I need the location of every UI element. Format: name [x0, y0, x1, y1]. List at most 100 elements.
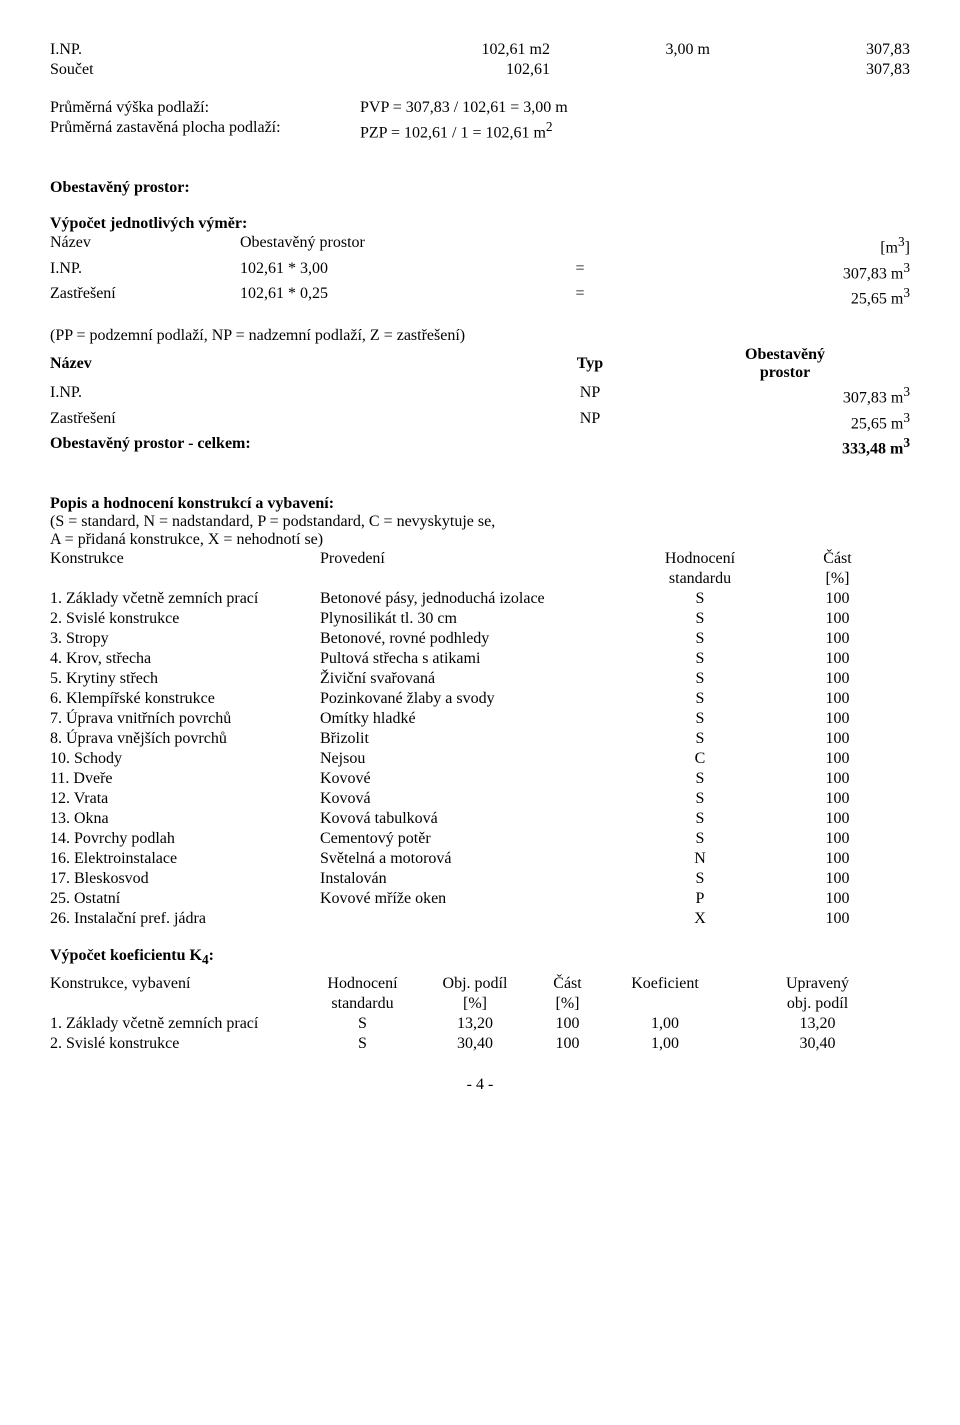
- cell: 102,61 m2: [350, 40, 550, 60]
- cell: 6. Klempířské konstrukce: [50, 689, 320, 709]
- avg-val: PZP = 102,61 / 1 = 102,61 m2: [360, 118, 910, 143]
- col-header: [%]: [765, 569, 910, 589]
- cell: 17. Bleskosvod: [50, 869, 320, 889]
- cell: 13,20: [420, 1014, 530, 1034]
- cell: P: [635, 889, 765, 909]
- cell: NP: [520, 383, 660, 408]
- cell: =: [520, 259, 640, 284]
- vym-table: Název Obestavěný prostor [m3] I.NP. 102,…: [50, 233, 910, 309]
- cell: S: [635, 769, 765, 789]
- cell: 100: [765, 689, 910, 709]
- table-row: 16. ElektroinstalaceSvětelná a motorováN…: [50, 849, 910, 869]
- cell: 100: [765, 729, 910, 749]
- cell: 100: [765, 609, 910, 629]
- konstrukce-table: Konstrukce Provedení Hodnocení Část stan…: [50, 549, 910, 929]
- cell: Zastřešení: [50, 409, 520, 434]
- cell: Břizolit: [320, 729, 635, 749]
- cell: Instalován: [320, 869, 635, 889]
- cell: S: [635, 669, 765, 689]
- cell: 8. Úprava vnějších povrchů: [50, 729, 320, 749]
- col-header: Část: [530, 974, 605, 994]
- cell: 1,00: [605, 1034, 725, 1054]
- cell: Kovové: [320, 769, 635, 789]
- cell: 16. Elektroinstalace: [50, 849, 320, 869]
- cell: 13,20: [725, 1014, 910, 1034]
- cell: S: [635, 629, 765, 649]
- sup: 3: [903, 260, 910, 275]
- cell: Pultová střecha s atikami: [320, 649, 635, 669]
- k4-table: Konstrukce, vybavení Hodnocení Obj. podí…: [50, 974, 910, 1054]
- cell: Betonové pásy, jednoduchá izolace: [320, 589, 635, 609]
- cell: S: [635, 789, 765, 809]
- cell: 100: [765, 769, 910, 789]
- cell: 100: [530, 1034, 605, 1054]
- cell: 307,83 m3: [660, 383, 910, 408]
- col-header: Obestavěný prostor: [660, 345, 910, 383]
- cell: 25,65 m3: [660, 409, 910, 434]
- cell: Zastřešení: [50, 284, 240, 309]
- cell: 5. Krytiny střech: [50, 669, 320, 689]
- cell: 1,00: [605, 1014, 725, 1034]
- cell: 100: [765, 789, 910, 809]
- table-row: 12. VrataKovováS100: [50, 789, 910, 809]
- avg-val: PVP = 307,83 / 102,61 = 3,00 m: [360, 98, 910, 118]
- cell: 3. Stropy: [50, 629, 320, 649]
- cell: 12. Vrata: [50, 789, 320, 809]
- cell: Nejsou: [320, 749, 635, 769]
- col-header: [m3]: [640, 233, 910, 258]
- col-header: Hodnocení: [635, 549, 765, 569]
- cell: NP: [520, 409, 660, 434]
- top-table: I.NP. 102,61 m2 3,00 m 307,83 Součet 102…: [50, 40, 910, 80]
- cell: C: [635, 749, 765, 769]
- cell: S: [305, 1034, 420, 1054]
- cell: Světelná a motorová: [320, 849, 635, 869]
- cell: S: [635, 729, 765, 749]
- cell: 100: [765, 649, 910, 669]
- table-row: 3. StropyBetonové, rovné podhledyS100: [50, 629, 910, 649]
- col-header: Obj. podíl: [420, 974, 530, 994]
- cell: 14. Povrchy podlah: [50, 829, 320, 849]
- cell: 100: [765, 749, 910, 769]
- cell: S: [635, 809, 765, 829]
- popis-line: A = přidaná konstrukce, X = nehodnotí se…: [50, 531, 910, 549]
- col-header: standardu: [305, 994, 420, 1014]
- col-header: standardu: [635, 569, 765, 589]
- table-row: 13. OknaKovová tabulkováS100: [50, 809, 910, 829]
- table-row: 8. Úprava vnějších povrchůBřizolitS100: [50, 729, 910, 749]
- table-row: 14. Povrchy podlahCementový potěrS100: [50, 829, 910, 849]
- cell: I.NP.: [50, 259, 240, 284]
- sup: 3: [903, 410, 910, 425]
- col-header: Upravený: [725, 974, 910, 994]
- cell: S: [305, 1014, 420, 1034]
- cell: 26. Instalační pref. jádra: [50, 909, 320, 929]
- avg-label: Průměrná výška podlaží:: [50, 98, 360, 118]
- sup: 3: [903, 285, 910, 300]
- sub: 4: [202, 952, 209, 967]
- col-header: Název: [50, 233, 240, 258]
- cell: 100: [765, 669, 910, 689]
- cell: 13. Okna: [50, 809, 320, 829]
- table-row: 10. SchodyNejsouC100: [50, 749, 910, 769]
- col-header: obj. podíl: [725, 994, 910, 1014]
- sup: 3: [903, 435, 910, 450]
- cell: 2. Svislé konstrukce: [50, 609, 320, 629]
- col-header: Provedení: [320, 549, 635, 569]
- cell: [320, 909, 635, 929]
- col-header: Typ: [520, 345, 660, 383]
- avg-table: Průměrná výška podlaží: PVP = 307,83 / 1…: [50, 98, 910, 143]
- cell: X: [635, 909, 765, 929]
- table-row: 6. Klempířské konstrukcePozinkované žlab…: [50, 689, 910, 709]
- table-row: 4. Krov, střechaPultová střecha s atikam…: [50, 649, 910, 669]
- table-row: 1. Základy včetně zemních pracíBetonové …: [50, 589, 910, 609]
- col-header: Koeficient: [605, 974, 725, 994]
- cell: 2. Svislé konstrukce: [50, 1034, 305, 1054]
- table-row: 11. DveřeKovovéS100: [50, 769, 910, 789]
- col-header: Obestavěný prostor: [240, 233, 520, 258]
- cell: 307,83: [710, 60, 910, 80]
- col-header: Konstrukce: [50, 549, 320, 569]
- popis-line: (S = standard, N = nadstandard, P = pods…: [50, 513, 910, 531]
- vypocet-header: Výpočet jednotlivých výměr:: [50, 215, 910, 233]
- cell: 11. Dveře: [50, 769, 320, 789]
- table-row: 5. Krytiny střechŽiviční svařovanáS100: [50, 669, 910, 689]
- table-row: 26. Instalační pref. jádraX100: [50, 909, 910, 929]
